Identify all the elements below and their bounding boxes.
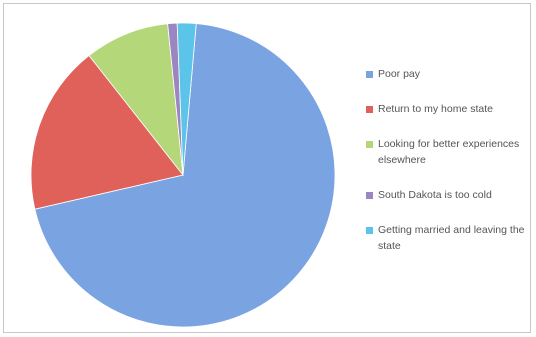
legend-entry-too-cold: South Dakota is too cold [366, 187, 526, 203]
legend-label-return-home: Return to my home state [378, 103, 493, 115]
pie-slice-return-to-my-home-state [30, 54, 184, 210]
legend-entry-getting-married: Getting married and leaving the state [366, 222, 526, 254]
legend-swatch-poor-pay [366, 71, 373, 78]
pie-slice-looking-for-better-experiences-elsewhere [88, 23, 184, 177]
chart-area: Poor pay Return to my home state Looking… [3, 3, 531, 333]
pie-slice-poor-pay [34, 23, 336, 328]
legend-label-poor-pay: Poor pay [378, 68, 421, 80]
legend: Poor pay Return to my home state Looking… [366, 66, 526, 273]
legend-entry-poor-pay: Poor pay [366, 66, 526, 82]
legend-label-too-cold: South Dakota is too cold [378, 189, 492, 201]
pie-chart [30, 22, 336, 328]
legend-entry-return-home: Return to my home state [366, 101, 526, 117]
pie-slice-getting-married-and-leaving-the-state [176, 22, 197, 176]
legend-swatch-too-cold [366, 192, 373, 199]
legend-entry-better-experiences: Looking for better experiences elsewhere [366, 136, 526, 168]
legend-swatch-return-home [366, 106, 373, 113]
legend-swatch-better-experiences [366, 141, 373, 148]
legend-swatch-getting-married [366, 227, 373, 234]
legend-label-getting-married: Getting married and leaving the state [378, 224, 525, 252]
legend-label-better-experiences: Looking for better experiences elsewhere [378, 138, 520, 166]
